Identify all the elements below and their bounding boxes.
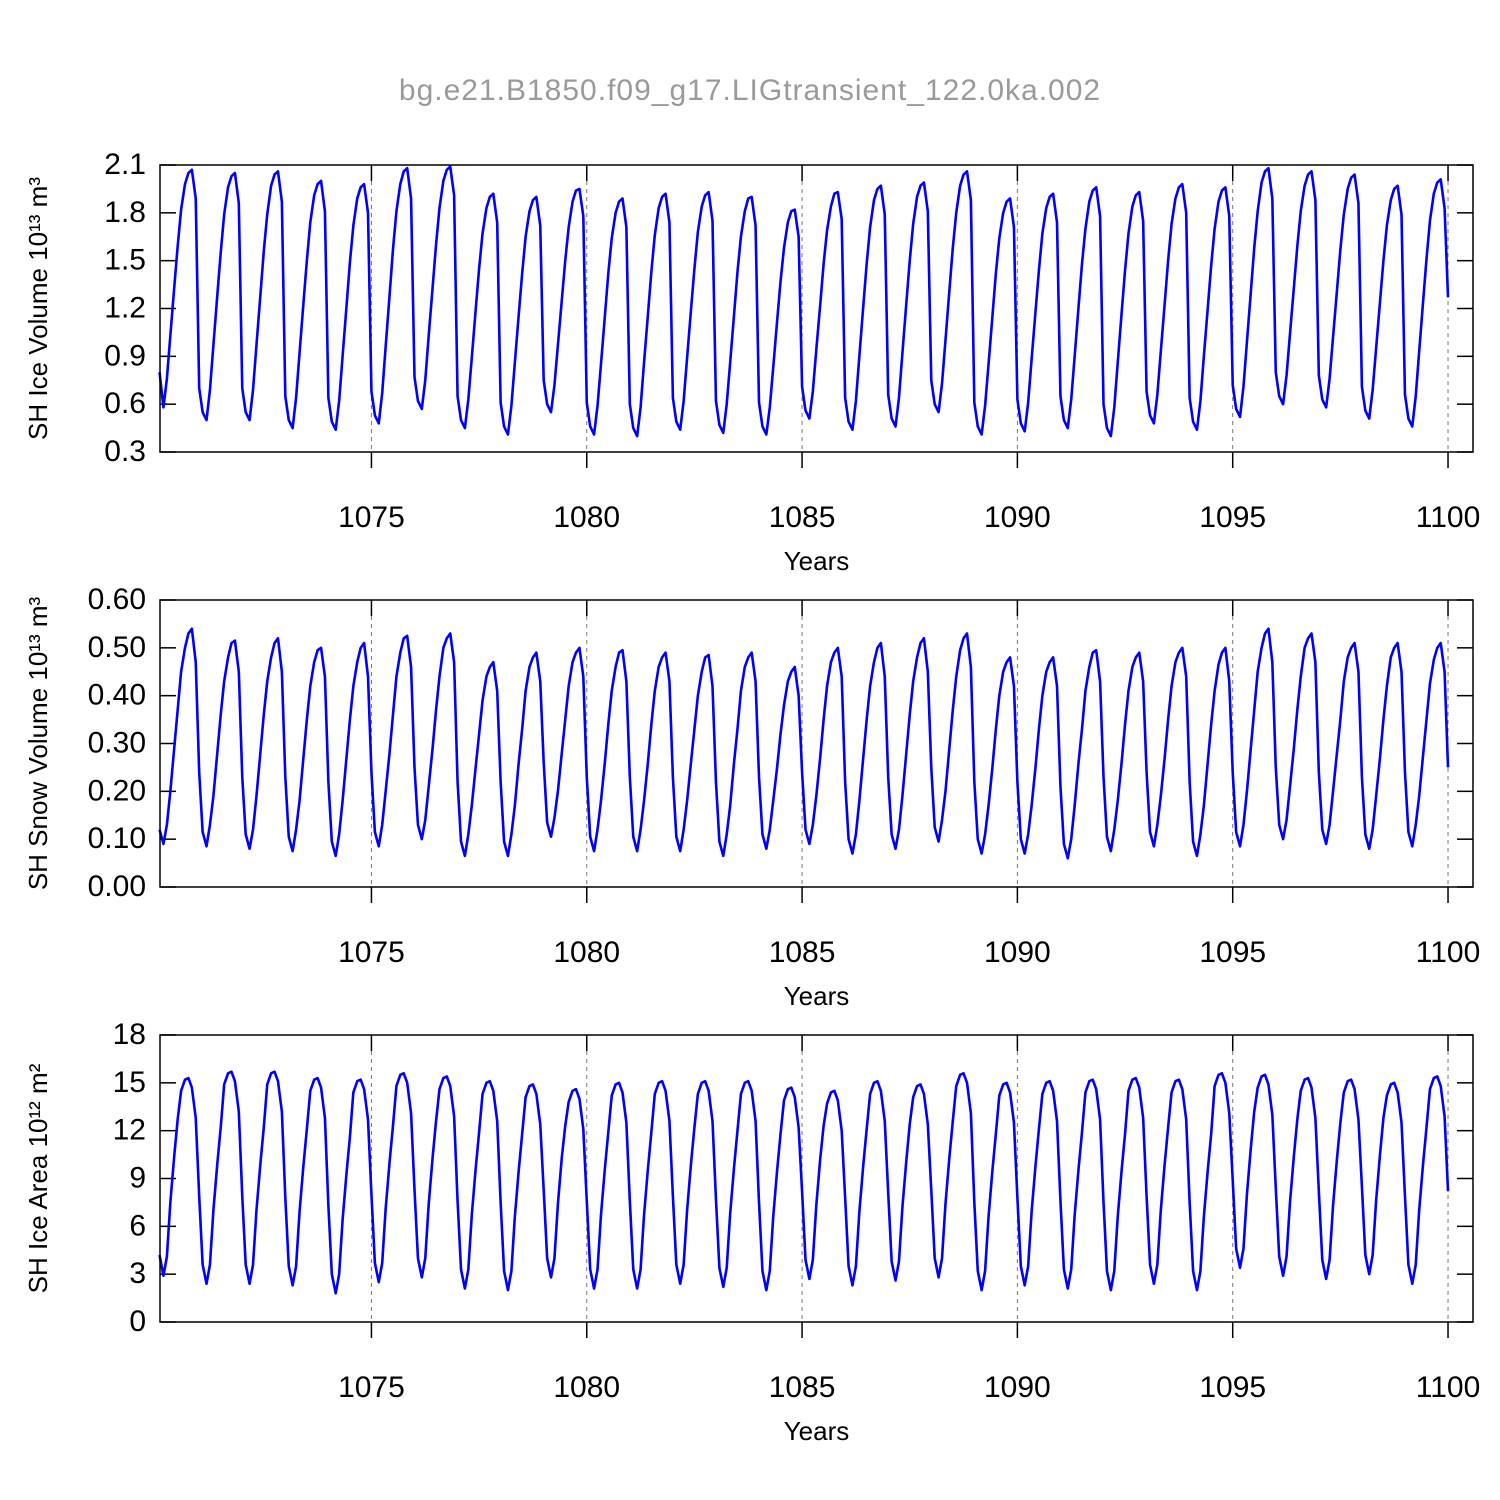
y-tick-label: 0.6 bbox=[104, 387, 146, 420]
y-tick-label: 6 bbox=[129, 1209, 146, 1242]
x-axis-title: Years bbox=[784, 1416, 850, 1446]
chart-title: bg.e21.B1850.f09_g17.LIGtransient_122.0k… bbox=[399, 74, 1101, 107]
y-tick-label: 1.5 bbox=[104, 244, 146, 277]
x-tick-label: 1100 bbox=[1416, 936, 1481, 969]
data-line bbox=[158, 1070, 1450, 1295]
x-tick-label: 1080 bbox=[553, 1371, 620, 1404]
y-tick-label: 0.00 bbox=[88, 870, 146, 903]
y-tick-label: 3 bbox=[129, 1257, 146, 1290]
x-tick-label: 1100 bbox=[1416, 1371, 1481, 1404]
data-line bbox=[158, 165, 1450, 438]
y-tick-label: 0.40 bbox=[88, 679, 146, 712]
x-tick-label: 1080 bbox=[553, 936, 620, 969]
x-tick-label: 1075 bbox=[338, 501, 405, 534]
y-tick-label: 2.1 bbox=[104, 148, 146, 181]
y-tick-label: 0.60 bbox=[88, 583, 146, 616]
y-tick-label: 0.9 bbox=[104, 339, 146, 372]
y-axis-title: SH Snow Volume 10¹³ m³ bbox=[23, 596, 53, 890]
y-tick-label: 0.10 bbox=[88, 822, 146, 855]
x-tick-label: 1090 bbox=[984, 936, 1051, 969]
x-axis-title: Years bbox=[784, 546, 850, 576]
x-tick-label: 1085 bbox=[769, 936, 836, 969]
y-tick-label: 12 bbox=[113, 1114, 146, 1147]
x-tick-label: 1085 bbox=[769, 1371, 836, 1404]
x-tick-label: 1075 bbox=[338, 936, 405, 969]
y-axis-title: SH Ice Volume 10¹³ m³ bbox=[23, 177, 53, 440]
x-tick-label: 1100 bbox=[1416, 501, 1481, 534]
y-tick-label: 9 bbox=[129, 1161, 146, 1194]
y-tick-label: 15 bbox=[113, 1066, 146, 1099]
data-line bbox=[158, 627, 1450, 860]
x-tick-label: 1080 bbox=[553, 501, 620, 534]
x-tick-label: 1095 bbox=[1199, 1371, 1266, 1404]
x-tick-label: 1090 bbox=[984, 1371, 1051, 1404]
x-tick-label: 1095 bbox=[1199, 936, 1266, 969]
x-axis-title: Years bbox=[784, 981, 850, 1011]
y-tick-label: 1.2 bbox=[104, 291, 146, 324]
y-tick-label: 1.8 bbox=[104, 196, 146, 229]
y-tick-label: 0.3 bbox=[104, 435, 146, 468]
y-axis-title: SH Ice Area 10¹² m² bbox=[23, 1063, 53, 1293]
x-tick-label: 1095 bbox=[1199, 501, 1266, 534]
x-tick-label: 1085 bbox=[769, 501, 836, 534]
plot-frame bbox=[159, 164, 1474, 453]
y-tick-label: 0.30 bbox=[88, 726, 146, 759]
y-tick-label: 0.20 bbox=[88, 774, 146, 807]
plot-frame bbox=[159, 1034, 1474, 1323]
x-tick-label: 1090 bbox=[984, 501, 1051, 534]
x-tick-label: 1075 bbox=[338, 1371, 405, 1404]
plot-frame bbox=[159, 599, 1474, 888]
y-tick-label: 0.50 bbox=[88, 631, 146, 664]
y-tick-label: 18 bbox=[113, 1018, 146, 1051]
y-tick-label: 0 bbox=[129, 1305, 146, 1338]
